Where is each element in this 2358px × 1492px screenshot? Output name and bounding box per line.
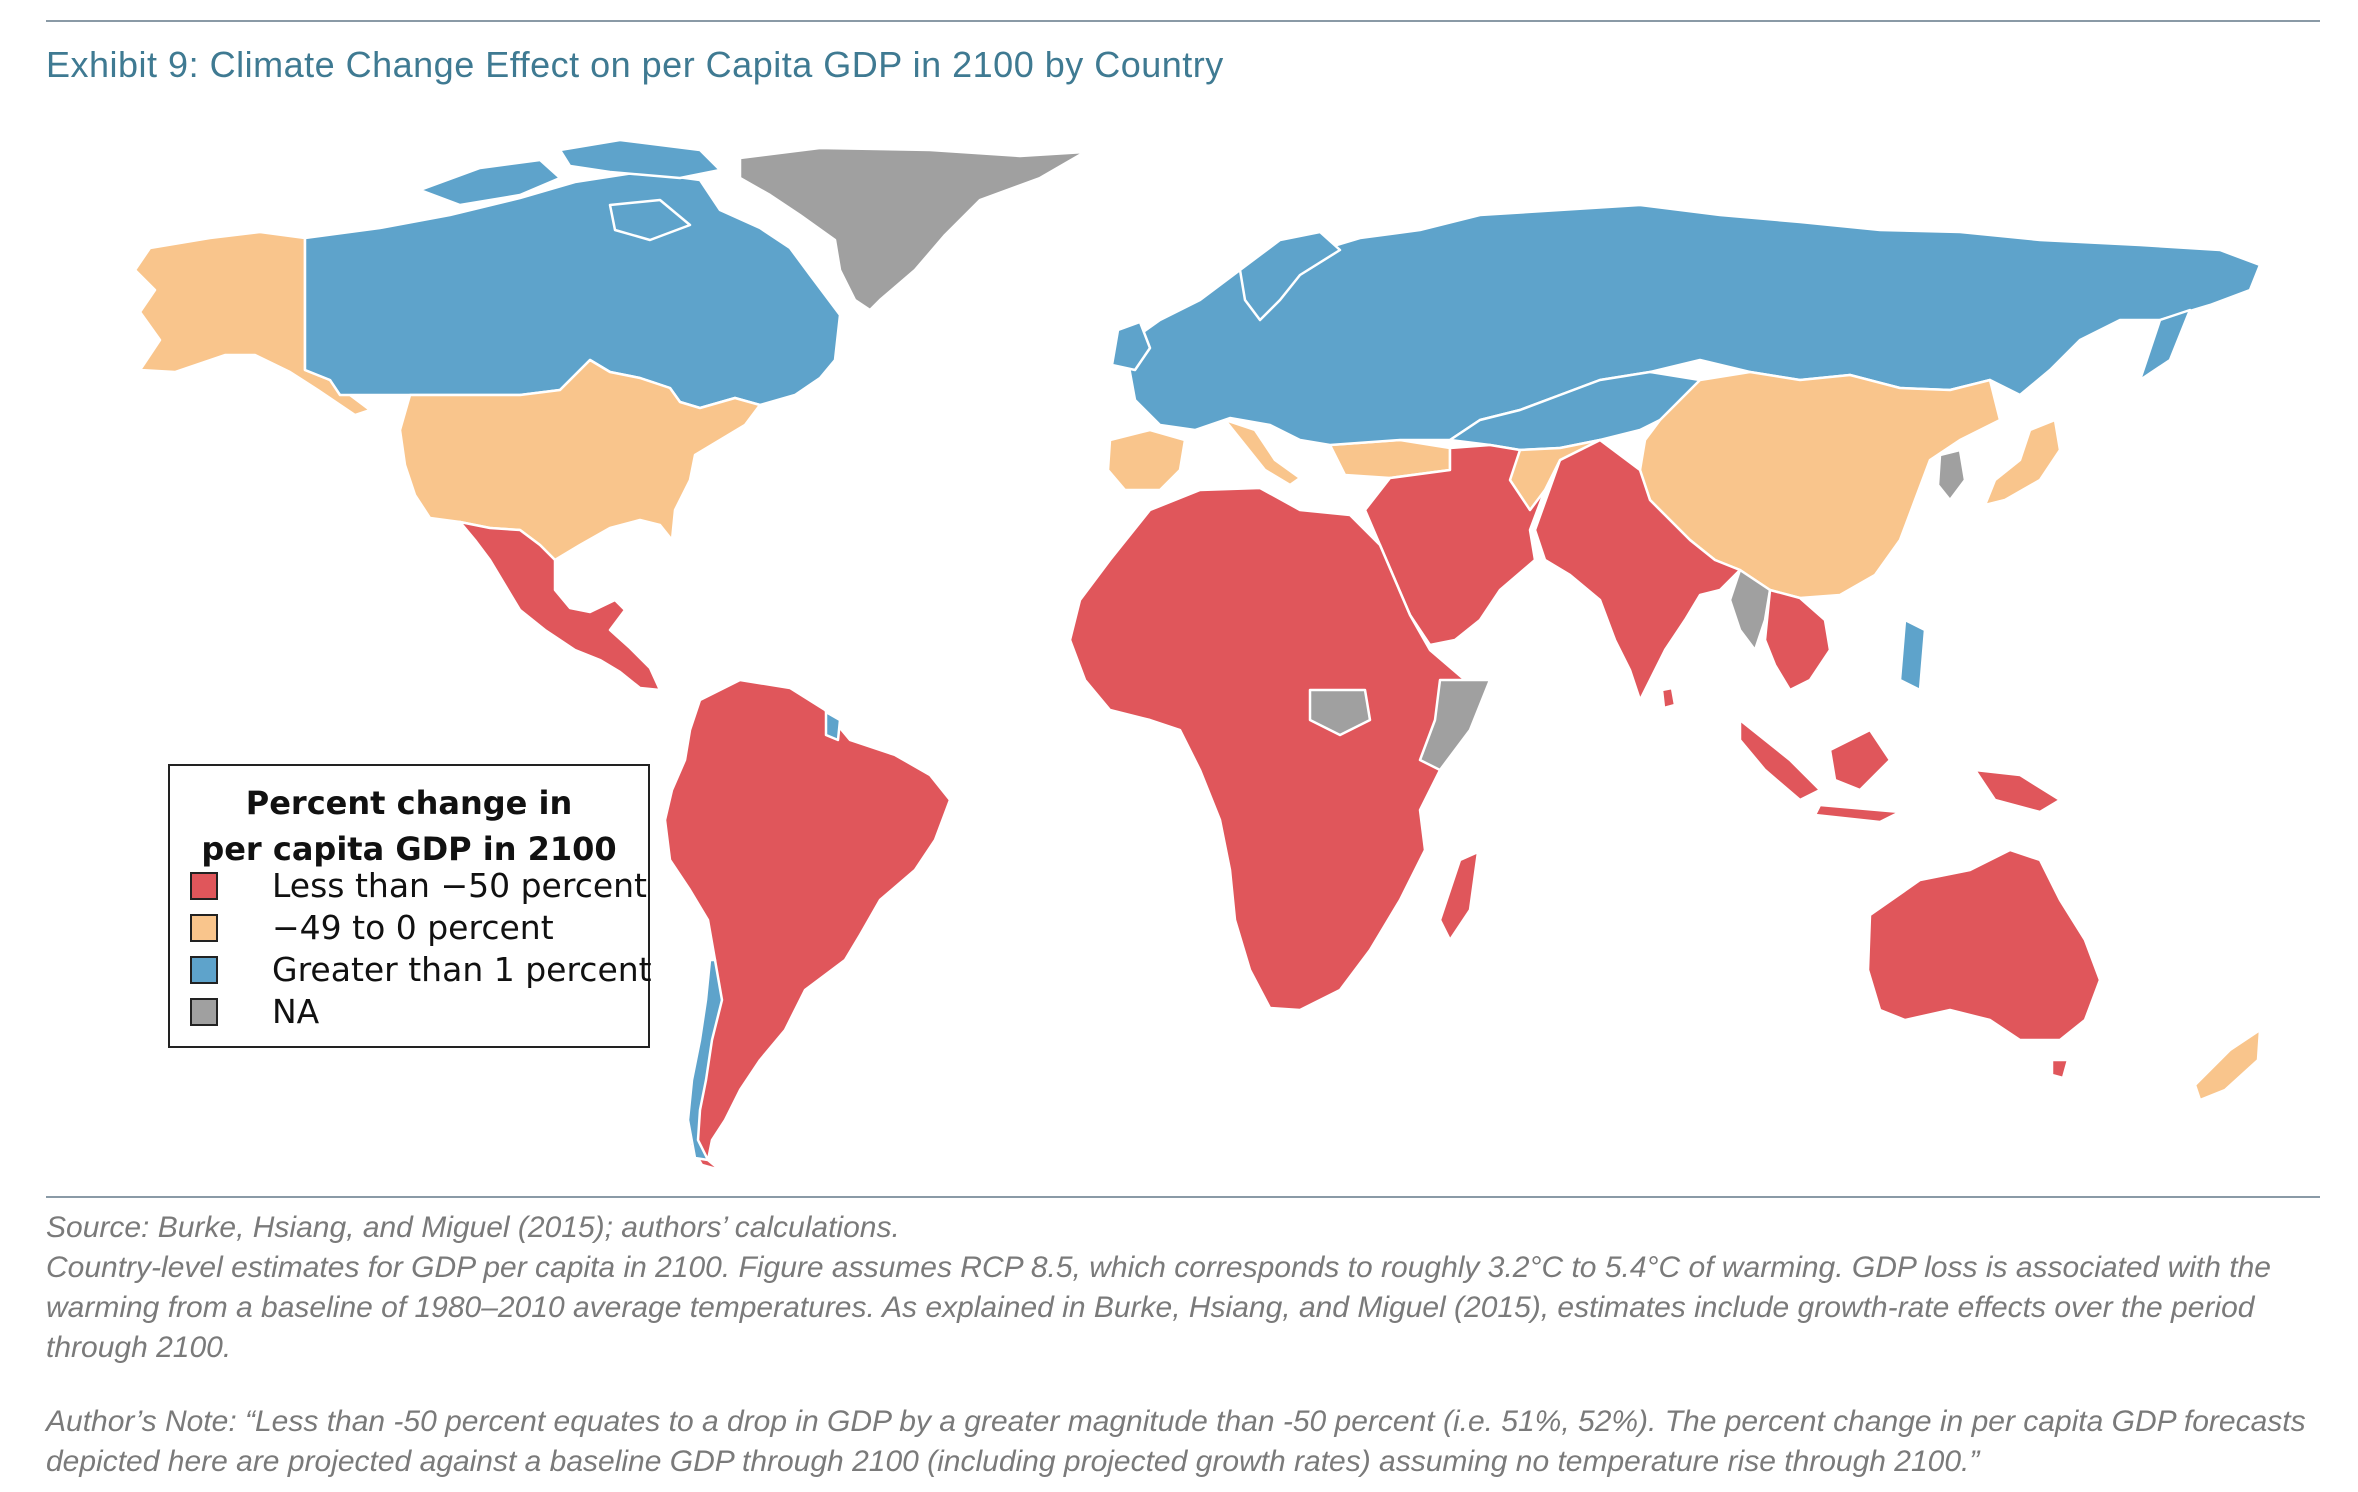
legend-label: Greater than 1 percent	[272, 950, 652, 989]
region-uk	[1110, 320, 1152, 372]
legend-swatch-blue	[190, 956, 218, 984]
source-note: Source: Burke, Hsiang, and Miguel (2015)…	[46, 1211, 900, 1244]
region-greenland	[738, 146, 1087, 312]
region-japan	[1983, 418, 2062, 507]
region-arctic-islands-2	[558, 138, 722, 180]
region-south-sudan-na	[1308, 688, 1372, 737]
legend-swatch-orange	[190, 914, 218, 942]
region-somalia-na	[1418, 678, 1492, 772]
region-guiana	[824, 710, 842, 742]
legend-swatch-gray	[190, 998, 218, 1026]
region-madagascar	[1438, 850, 1480, 942]
region-tasmania	[2050, 1058, 2070, 1080]
legend-title: Percent change in per capita GDP in 2100	[170, 780, 648, 872]
legend-label: NA	[272, 992, 320, 1031]
author-note: Author’s Note: “Less than -50 percent eq…	[46, 1405, 2306, 1478]
region-italy-balkans	[1223, 418, 1302, 487]
region-new-guinea	[1973, 768, 2062, 814]
legend-swatch-red	[190, 872, 218, 900]
region-korea-na	[1936, 448, 1967, 502]
legend: Percent change in per capita GDP in 2100…	[168, 764, 652, 1048]
region-kamchatka	[2138, 308, 2192, 382]
region-australia	[1866, 848, 2102, 1042]
legend-title-line1: Percent change in	[245, 784, 573, 822]
region-chile-strip	[686, 958, 724, 1162]
region-indonesia-3	[1813, 803, 1902, 824]
legend-label: −49 to 0 percent	[272, 908, 554, 947]
region-pakistan-afg	[1508, 438, 1602, 512]
region-south-asia	[1533, 438, 1742, 702]
region-canada	[303, 170, 842, 410]
region-south-america	[663, 678, 952, 1172]
region-scandinavia	[1238, 230, 1342, 322]
top-rule	[46, 20, 2320, 22]
region-arctic-islands-1	[418, 158, 562, 207]
region-philippines	[1898, 618, 1927, 692]
region-indonesia-2	[1828, 728, 1892, 792]
legend-title-line2: per capita GDP in 2100	[201, 830, 617, 868]
exhibit-title: Exhibit 9: Climate Change Effect on per …	[46, 44, 1224, 85]
region-africa	[1068, 486, 1492, 1012]
region-arctic-islands-3	[608, 198, 692, 242]
region-indonesia-1	[1738, 718, 1822, 802]
region-se-asia	[1763, 588, 1832, 692]
region-europe-russia	[1123, 203, 2262, 447]
region-new-zealand	[2193, 1028, 2262, 1102]
bottom-rule	[46, 1196, 2320, 1198]
legend-label: Less than −50 percent	[272, 866, 647, 905]
region-iberia	[1106, 428, 1187, 492]
region-sri-lanka	[1660, 686, 1677, 710]
region-mexico	[458, 520, 662, 692]
description-note: Country-level estimates for GDP per capi…	[46, 1251, 2271, 1364]
